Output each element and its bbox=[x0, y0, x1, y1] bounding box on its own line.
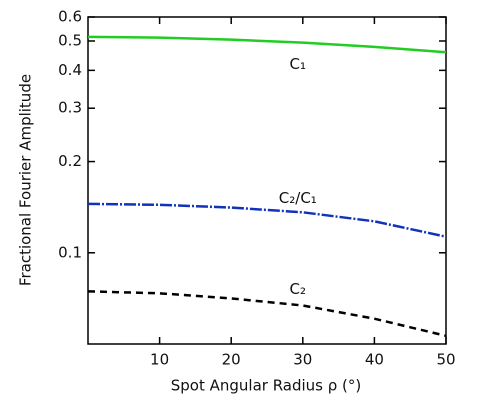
series-line bbox=[87, 290, 447, 338]
y-tick-label: 0.3 bbox=[58, 99, 82, 117]
series-line bbox=[87, 35, 447, 54]
series-label: C₁ bbox=[290, 55, 307, 73]
x-tick-label: 10 bbox=[150, 351, 169, 369]
y-tick-label: 0.1 bbox=[58, 243, 82, 261]
y-tick-label: 0.2 bbox=[58, 152, 82, 170]
series-label: C₂/C₁ bbox=[279, 189, 317, 207]
y-tick-label: 0.4 bbox=[58, 61, 82, 79]
x-tick-label: 20 bbox=[222, 351, 241, 369]
y-tick-label: 0.5 bbox=[58, 31, 82, 49]
x-tick-label: 50 bbox=[436, 351, 455, 369]
y-tick-label: 0.6 bbox=[58, 8, 82, 26]
series-label: C₂ bbox=[290, 280, 307, 298]
x-tick-label: 40 bbox=[365, 351, 384, 369]
x-tick-label: 30 bbox=[293, 351, 312, 369]
y-axis-label: Fractional Fourier Amplitude bbox=[17, 74, 35, 286]
plot-frame bbox=[87, 16, 447, 345]
x-axis-label: Spot Angular Radius ρ (°) bbox=[171, 377, 362, 395]
series-line bbox=[87, 202, 447, 238]
